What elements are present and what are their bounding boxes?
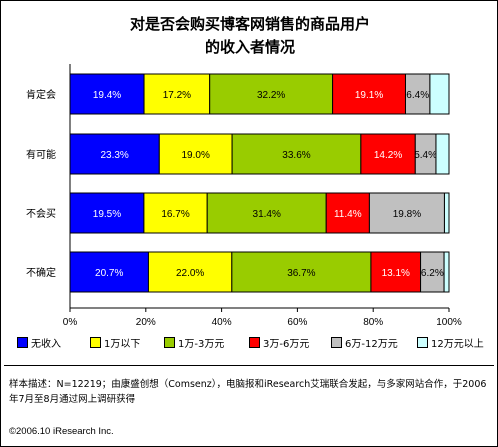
data-label: 31.4% xyxy=(253,209,281,220)
bar-segment xyxy=(443,192,450,234)
divider xyxy=(4,365,494,366)
data-label: 33.6% xyxy=(282,150,310,161)
bar-segment xyxy=(69,73,145,115)
data-label: 19.5% xyxy=(93,209,121,220)
bar-segment xyxy=(332,73,406,115)
bar-segment xyxy=(143,73,211,115)
chart-title-text: 对是否会购买博客网销售的商品用户 的收入者情况 xyxy=(129,15,370,56)
legend-swatch xyxy=(17,337,28,348)
legend-label: 6万-12万元 xyxy=(345,339,398,350)
data-label: 5.4% xyxy=(414,150,437,161)
bar-segment xyxy=(69,251,149,293)
category-label: 不会买 xyxy=(26,207,56,220)
bar-segment xyxy=(209,73,334,115)
bar-segment xyxy=(368,192,445,234)
data-label: 14.2% xyxy=(374,150,402,161)
legend-item: 无收入 xyxy=(17,337,61,351)
data-label: 22.0% xyxy=(176,268,204,279)
data-label: 16.7% xyxy=(161,209,189,220)
chart-title: 对是否会购买博客网销售的商品用户 的收入者情况 xyxy=(1,13,498,59)
bar-segment xyxy=(435,133,450,175)
data-label: 17.2% xyxy=(163,90,191,101)
data-label: 20.7% xyxy=(95,268,123,279)
x-tick-label: 20% xyxy=(136,317,156,328)
legend-label: 1万以下 xyxy=(104,339,141,350)
legend-swatch xyxy=(249,337,260,348)
legend-item: 6万-12万元 xyxy=(331,337,398,351)
data-label: 6.4% xyxy=(406,90,429,101)
sample-note: 样本描述：N=12219；由康盛创想（Comsenz），电脑报和iResearc… xyxy=(9,379,487,405)
bar-segment xyxy=(443,251,450,293)
data-label: 19.1% xyxy=(355,90,383,101)
x-tick-label: 60% xyxy=(287,317,307,328)
data-label: 36.7% xyxy=(287,268,315,279)
legend-label: 无收入 xyxy=(31,339,61,350)
chart-legend: 无收入 1万以下 1万-3万元 3万-6万元 6万-12万元 12万元以上 xyxy=(17,337,487,355)
bar-segment xyxy=(370,251,422,293)
bar-segment xyxy=(206,192,327,234)
legend-item: 3万-6万元 xyxy=(249,337,309,351)
data-label: 19.0% xyxy=(182,150,210,161)
bar-segment xyxy=(231,133,362,175)
legend-item: 1万以下 xyxy=(90,337,140,351)
legend-swatch xyxy=(417,337,428,348)
legend-item: 12万元以上 xyxy=(417,337,484,351)
legend-swatch xyxy=(164,337,175,348)
x-tick-label: 40% xyxy=(212,317,232,328)
bar-segment xyxy=(69,192,145,234)
bar-segment xyxy=(404,73,431,115)
x-tick-label: 100% xyxy=(436,317,462,328)
bar-segment xyxy=(325,192,370,234)
data-label: 13.1% xyxy=(382,268,410,279)
legend-label: 12万元以上 xyxy=(431,339,484,350)
category-label: 肯定会 xyxy=(26,88,56,101)
category-label: 有可能 xyxy=(26,148,56,161)
legend-swatch xyxy=(331,337,342,348)
bar-segment xyxy=(143,192,208,234)
legend-label: 3万-6万元 xyxy=(263,339,310,350)
bar-segment xyxy=(231,251,372,293)
copyright-text: ©2006.10 iResearch Inc. xyxy=(9,426,114,437)
data-label: 6.2% xyxy=(421,268,444,279)
category-label: 不确定 xyxy=(26,266,56,279)
bar-segment xyxy=(147,251,233,293)
data-label: 11.4% xyxy=(334,209,362,220)
data-label: 19.8% xyxy=(393,209,421,220)
bar-segment xyxy=(429,73,450,115)
data-label: 32.2% xyxy=(257,90,285,101)
legend-label: 1万-3万元 xyxy=(178,339,225,350)
data-label: 19.4% xyxy=(93,90,121,101)
data-label: 23.3% xyxy=(100,150,128,161)
x-tick-label: 0% xyxy=(63,317,78,328)
legend-item: 1万-3万元 xyxy=(164,337,224,351)
x-tick-label: 80% xyxy=(363,317,383,328)
legend-swatch xyxy=(90,337,101,348)
